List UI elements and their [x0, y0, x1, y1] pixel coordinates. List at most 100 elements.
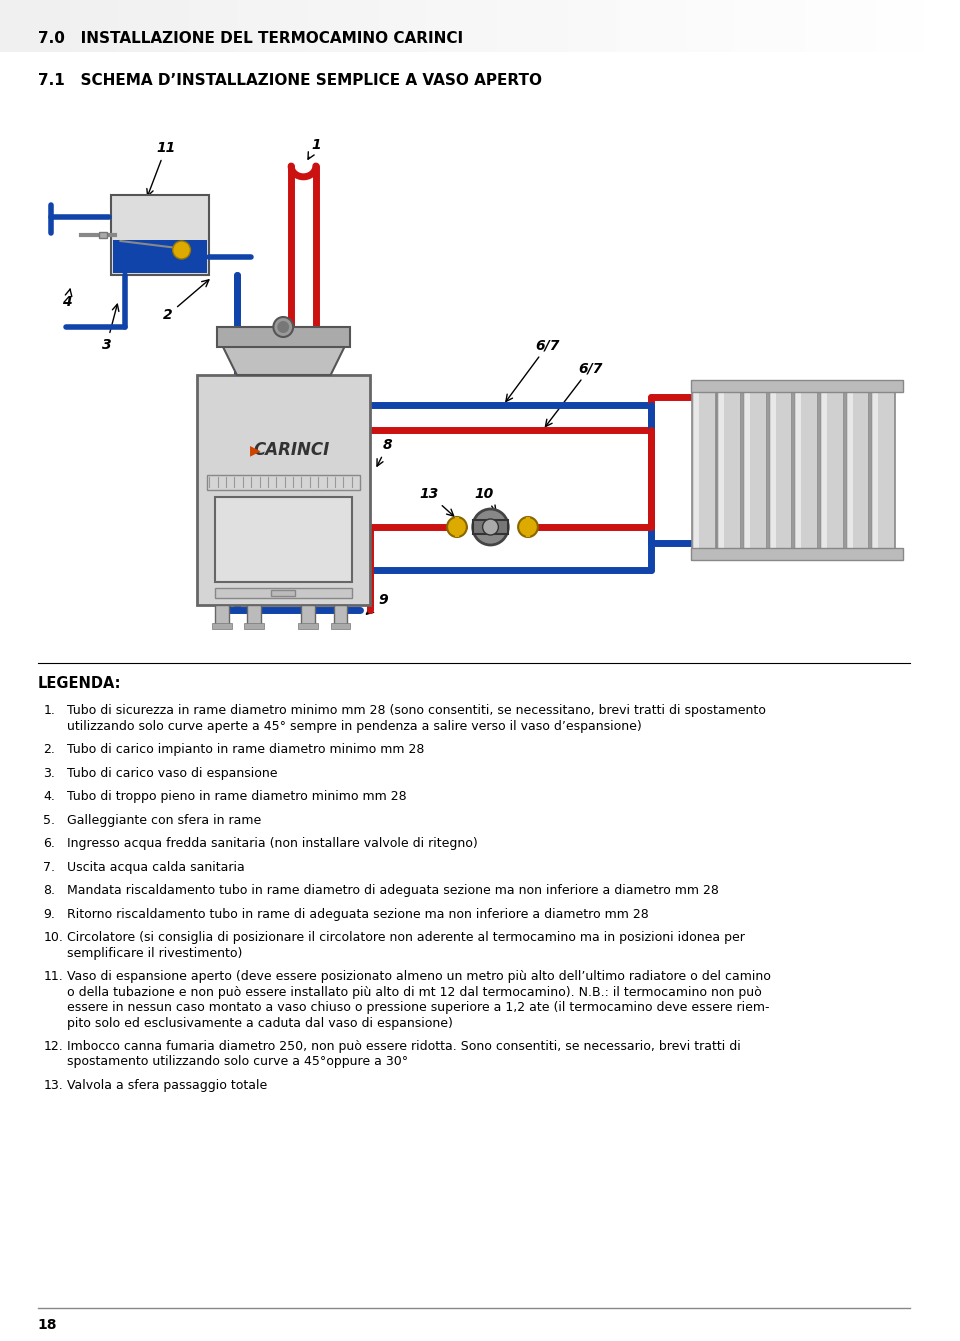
Bar [719, 388, 725, 552]
Text: 1: 1 [308, 138, 321, 160]
Text: 5.: 5. [43, 814, 56, 826]
Circle shape [277, 320, 289, 333]
Bar [797, 388, 802, 552]
Text: 2.: 2. [43, 743, 56, 756]
Text: 13: 13 [420, 487, 454, 516]
Bar [189, 0, 213, 52]
Bar [771, 388, 776, 552]
Text: 5: 5 [142, 207, 155, 224]
Text: ▶: ▶ [251, 443, 261, 457]
Bar [874, 388, 878, 552]
Bar [900, 0, 924, 52]
Bar [592, 0, 615, 52]
Bar [846, 385, 870, 555]
Text: Circolatore (si consiglia di posizionare il circolatore non aderente al termocam: Circolatore (si consiglia di posizionare… [67, 931, 745, 944]
Bar [455, 518, 459, 536]
Bar [691, 380, 903, 392]
Text: Galleggiante con sfera in rame: Galleggiante con sfera in rame [67, 814, 261, 826]
Text: utilizzando solo curve aperte a 45° sempre in pendenza a salire verso il vaso d’: utilizzando solo curve aperte a 45° semp… [67, 720, 642, 732]
Bar [769, 385, 793, 555]
Text: Imbocco canna fumaria diametro 250, non può essere ridotta. Sono consentiti, se : Imbocco canna fumaria diametro 250, non … [67, 1041, 741, 1053]
Bar [213, 0, 237, 52]
Bar [822, 388, 827, 552]
Bar [472, 520, 508, 534]
Bar [692, 385, 715, 555]
Text: 7.: 7. [43, 861, 56, 873]
Bar [330, 624, 350, 629]
Text: 11.: 11. [43, 970, 63, 983]
Bar [284, 0, 308, 52]
Bar [260, 0, 284, 52]
Bar [333, 605, 348, 628]
Text: 3: 3 [102, 304, 119, 351]
Bar [301, 605, 315, 628]
Bar [521, 0, 544, 52]
Bar [355, 0, 379, 52]
Bar [331, 0, 355, 52]
Circle shape [274, 316, 293, 337]
Bar [710, 0, 734, 52]
Text: Vaso di espansione aperto (deve essere posizionato almeno un metro più alto dell: Vaso di espansione aperto (deve essere p… [67, 970, 771, 983]
Bar [166, 0, 189, 52]
Bar [110, 194, 209, 275]
Text: 6.: 6. [43, 837, 56, 850]
Bar [450, 0, 473, 52]
Bar [717, 385, 741, 555]
Text: 18: 18 [37, 1318, 57, 1332]
Text: Uscita acqua calda sanitaria: Uscita acqua calda sanitaria [67, 861, 245, 873]
Text: Tubo di carico vaso di espansione: Tubo di carico vaso di espansione [67, 767, 277, 779]
Text: LEGENDA:: LEGENDA: [37, 676, 121, 691]
Circle shape [173, 241, 190, 259]
Bar [852, 0, 876, 52]
Bar [207, 475, 360, 489]
Text: 7.1   SCHEMA D’INSTALLAZIONE SEMPLICE A VASO APERTO: 7.1 SCHEMA D’INSTALLAZIONE SEMPLICE A VA… [37, 72, 541, 87]
Text: 6/7: 6/7 [545, 361, 602, 426]
Text: CARINCI: CARINCI [253, 441, 329, 459]
Text: 9: 9 [367, 593, 388, 614]
Bar [473, 0, 497, 52]
Text: Tubo di troppo pieno in rame diametro minimo mm 28: Tubo di troppo pieno in rame diametro mi… [67, 790, 407, 803]
Bar [872, 385, 895, 555]
Bar [95, 0, 118, 52]
Bar [71, 0, 95, 52]
Circle shape [447, 518, 467, 536]
Bar [272, 590, 295, 595]
Text: 4: 4 [62, 288, 72, 308]
Bar [402, 0, 426, 52]
Text: semplificare il rivestimento): semplificare il rivestimento) [67, 947, 243, 960]
Circle shape [518, 518, 538, 536]
Bar [848, 388, 852, 552]
Bar [544, 0, 568, 52]
Text: Tubo di carico impianto in rame diametro minimo mm 28: Tubo di carico impianto in rame diametro… [67, 743, 424, 756]
Bar [876, 0, 900, 52]
Text: Valvola a sfera passaggio totale: Valvola a sfera passaggio totale [67, 1080, 267, 1092]
Bar [734, 0, 758, 52]
Text: 1.: 1. [43, 704, 56, 717]
Text: Ingresso acqua fredda sanitaria (non installare valvole di ritegno): Ingresso acqua fredda sanitaria (non ins… [67, 837, 478, 850]
Bar [820, 385, 844, 555]
Text: 10.: 10. [43, 931, 63, 944]
Text: 7.0   INSTALLAZIONE DEL TERMOCAMINO CARINCI: 7.0 INSTALLAZIONE DEL TERMOCAMINO CARINC… [37, 31, 463, 46]
Bar [198, 375, 371, 605]
Bar [308, 0, 331, 52]
Circle shape [472, 510, 508, 544]
Bar [497, 0, 521, 52]
Text: 9.: 9. [43, 908, 56, 920]
Bar [244, 624, 263, 629]
Bar [743, 385, 767, 555]
Bar [212, 624, 232, 629]
Bar [99, 232, 107, 237]
Text: 8.: 8. [43, 884, 56, 897]
Bar [247, 605, 260, 628]
Text: 12: 12 [280, 384, 319, 406]
Bar [0, 0, 24, 52]
Bar [691, 548, 903, 561]
Text: 6/7: 6/7 [506, 338, 560, 401]
Text: 2: 2 [163, 280, 209, 322]
Bar [47, 0, 71, 52]
Bar [215, 587, 352, 598]
Text: 13.: 13. [43, 1080, 63, 1092]
Bar [379, 0, 402, 52]
Bar [829, 0, 852, 52]
Bar [112, 240, 207, 274]
